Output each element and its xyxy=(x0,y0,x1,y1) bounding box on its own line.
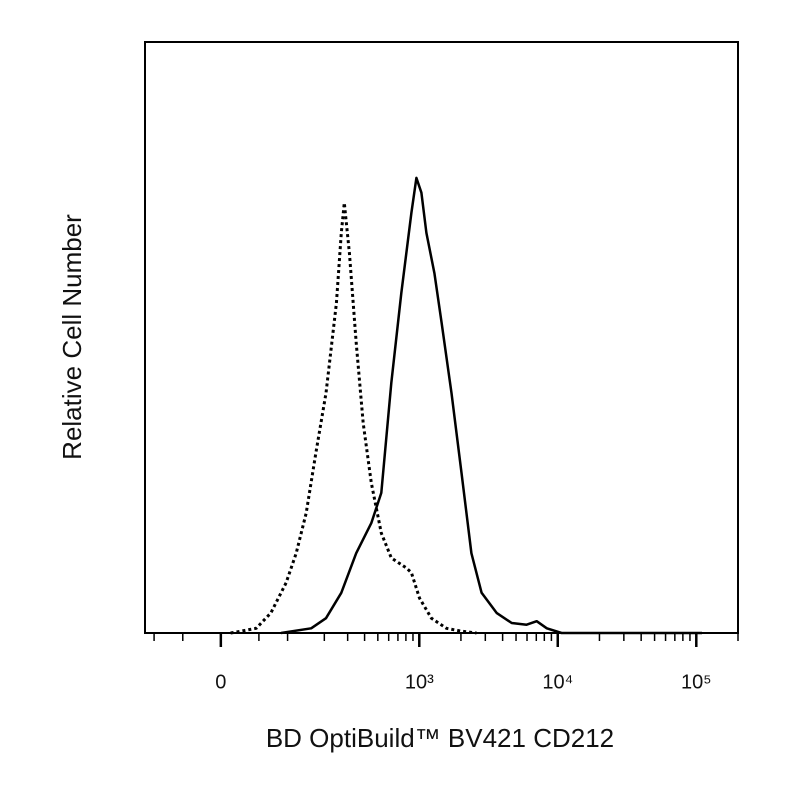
x-tick-label: 0 xyxy=(215,671,226,693)
x-tick-label: 10³ xyxy=(405,671,434,693)
x-axis-title: BD OptiBuild™ BV421 CD212 xyxy=(266,723,614,753)
histogram-line xyxy=(280,176,702,635)
y-axis-title: Relative Cell Number xyxy=(57,214,87,460)
x-tick-label: 10⁴ xyxy=(542,671,573,693)
histogram-line xyxy=(230,201,477,635)
plot-frame xyxy=(144,41,739,634)
x-tick-label: 10⁵ xyxy=(681,671,712,693)
